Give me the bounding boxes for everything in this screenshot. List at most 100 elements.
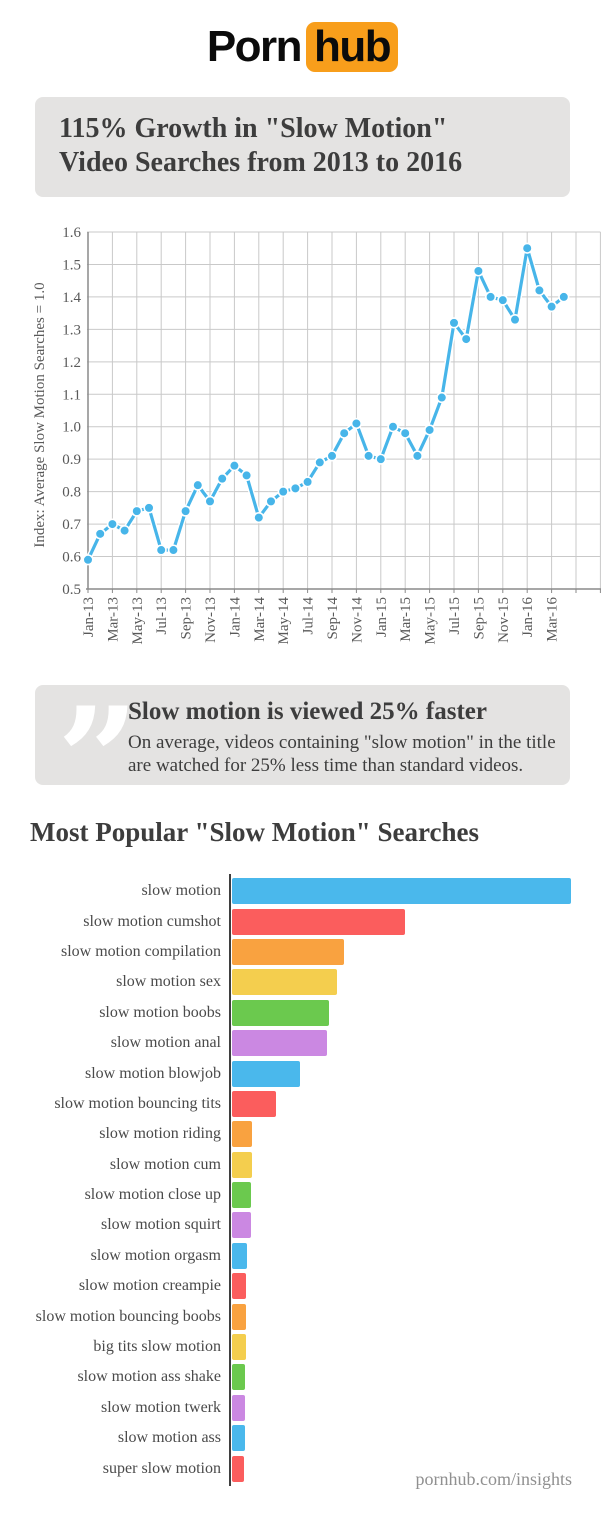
- bar: [232, 908, 405, 935]
- logo-hub-badge: hub: [306, 22, 399, 72]
- data-point: [167, 544, 179, 556]
- data-point: [497, 294, 509, 306]
- bar-row: slow motion anal: [0, 1028, 605, 1058]
- bar-label: slow motion ass shake: [77, 1368, 221, 1386]
- bar-label: slow motion bouncing tits: [54, 1094, 221, 1112]
- data-point: [106, 518, 118, 530]
- y-tick-label: 1.4: [62, 290, 81, 306]
- bar-chart-axis: [229, 874, 231, 1486]
- logo-porn-text: Porn: [206, 22, 303, 71]
- data-point: [302, 476, 314, 488]
- bar-row: slow motion squirt: [0, 1210, 605, 1240]
- bar: [232, 1425, 245, 1452]
- data-point: [375, 453, 387, 465]
- bar-row: slow motion close up: [0, 1180, 605, 1210]
- y-tick-label: 1.3: [62, 322, 81, 338]
- bar-row: slow motion compilation: [0, 937, 605, 967]
- bar-row: slow motion bouncing boobs: [0, 1301, 605, 1331]
- data-point: [265, 495, 277, 507]
- data-point: [277, 486, 289, 498]
- bar: [232, 1060, 300, 1087]
- data-point: [180, 505, 192, 517]
- quote-heading: Slow motion is viewed 25% faster: [128, 698, 487, 725]
- x-tick-label: Jul-15: [447, 597, 463, 635]
- bar-row: slow motion cumshot: [0, 906, 605, 936]
- bar: [232, 1212, 251, 1239]
- bar-label: slow motion twerk: [101, 1398, 221, 1416]
- bar-row: slow motion bouncing tits: [0, 1089, 605, 1119]
- y-tick-label: 1.5: [62, 257, 81, 273]
- bar: [232, 1121, 252, 1148]
- bar: [232, 1455, 244, 1482]
- bar-label: big tits slow motion: [93, 1338, 221, 1356]
- y-tick-label: 0.7: [62, 517, 81, 533]
- x-tick-label: Jul-13: [154, 597, 170, 635]
- data-point: [314, 456, 326, 469]
- data-point: [253, 512, 265, 524]
- page-title: 115% Growth in "Slow Motion" Video Searc…: [59, 113, 463, 178]
- bar-row: slow motion riding: [0, 1119, 605, 1149]
- y-axis-title: Index: Average Slow Motion Searches = 1.…: [32, 282, 48, 547]
- bar: [232, 1151, 252, 1178]
- bar-row: slow motion twerk: [0, 1393, 605, 1423]
- bar-label: slow motion anal: [110, 1034, 221, 1052]
- data-point: [472, 265, 485, 277]
- data-point: [228, 460, 240, 472]
- x-tick-label: Mar-16: [545, 597, 561, 642]
- y-tick-label: 1.0: [62, 420, 81, 436]
- bar: [232, 1090, 276, 1117]
- x-tick-label: Nov-13: [203, 597, 219, 643]
- bar-row: slow motion: [0, 876, 605, 906]
- y-tick-label: 0.8: [62, 485, 81, 501]
- bar-row: slow motion creampie: [0, 1271, 605, 1301]
- bar-label: slow motion compilation: [61, 942, 221, 960]
- x-tick-label: Nov-15: [496, 597, 512, 643]
- bar-label: slow motion cum: [109, 1155, 221, 1173]
- data-point: [82, 554, 94, 566]
- bar-row: slow motion ass shake: [0, 1362, 605, 1392]
- data-point: [460, 333, 472, 345]
- data-point: [216, 473, 228, 485]
- quote-body: On average, videos containing "slow moti…: [128, 732, 556, 776]
- bar-label: slow motion: [141, 882, 221, 900]
- bar-chart-title: Most Popular "Slow Motion" Searches: [30, 817, 479, 847]
- bar: [232, 1182, 251, 1209]
- x-tick-label: Sep-15: [471, 597, 487, 640]
- x-tick-label: Sep-14: [325, 597, 341, 640]
- bar: [232, 1242, 247, 1269]
- bar: [232, 1030, 327, 1057]
- data-point: [350, 417, 363, 430]
- bar-row: slow motion cum: [0, 1150, 605, 1180]
- bar-row: slow motion orgasm: [0, 1241, 605, 1271]
- data-point: [118, 524, 131, 537]
- bar-label: slow motion blowjob: [84, 1064, 221, 1082]
- y-tick-label: 1.1: [62, 387, 81, 403]
- data-point: [521, 242, 533, 254]
- x-tick-label: Mar-15: [398, 597, 414, 642]
- bar-row: slow motion blowjob: [0, 1058, 605, 1088]
- series-line: [86, 246, 566, 562]
- bar-chart: slow motion slow motion cumshot slow motio…: [0, 876, 605, 1484]
- footer-url: pornhub.com/insights: [415, 1469, 573, 1489]
- data-point: [192, 479, 204, 491]
- data-point: [558, 291, 570, 303]
- x-tick-label: Jan-14: [227, 597, 243, 637]
- x-tick-label: Mar-13: [105, 597, 121, 642]
- y-tick-label: 0.5: [62, 582, 81, 598]
- data-point: [545, 301, 558, 313]
- bar-row: super slow motion: [0, 1453, 605, 1483]
- x-tick-label: May-14: [276, 597, 292, 645]
- y-tick-label: 0.9: [62, 452, 81, 468]
- bar-row: slow motion sex: [0, 967, 605, 997]
- data-point: [94, 528, 106, 540]
- bar-row: big tits slow motion: [0, 1332, 605, 1362]
- data-point: [509, 314, 521, 326]
- bar-label: slow motion sex: [116, 973, 221, 991]
- bar: [232, 969, 337, 996]
- y-tick-label: 1.2: [62, 355, 81, 371]
- bar: [232, 1303, 246, 1330]
- data-point: [448, 317, 460, 329]
- x-tick-label: May-13: [130, 597, 146, 645]
- data-point: [204, 495, 216, 507]
- bar-label: slow motion cumshot: [83, 912, 221, 930]
